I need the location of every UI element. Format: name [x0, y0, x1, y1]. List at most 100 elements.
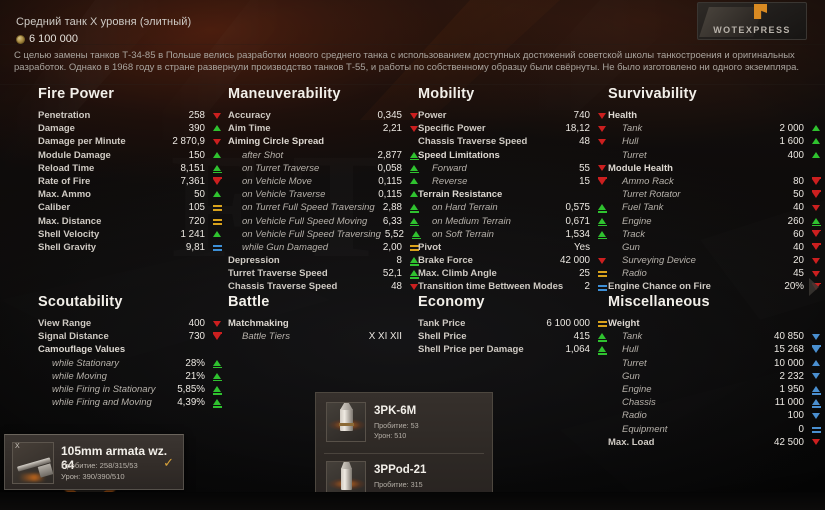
trend-indicator-down — [597, 254, 608, 267]
shell-name: 3PK-6M — [374, 405, 417, 417]
stat-label: Module Health — [608, 162, 673, 174]
stat-row: Max. Ammo 50 — [38, 188, 223, 201]
stat-value: 2 232 — [779, 370, 804, 382]
stat-label: Tank — [622, 123, 643, 135]
stat-label: Turret — [622, 149, 647, 161]
gun-penetration: Пробитие: 258/315/53 — [61, 461, 138, 470]
stat-label: while Stationary — [52, 357, 120, 369]
stat-label: on Turret Full Speed Traversing — [242, 202, 375, 214]
stat-label: on Turret Traverse — [242, 162, 320, 174]
trend-indicator-upline — [811, 215, 822, 228]
stat-value: 50 — [194, 189, 205, 201]
section-battle: Battle Matchmaking Battle Tiers X XI XII — [228, 294, 420, 343]
trend-indicator-upline — [409, 149, 420, 162]
gun-equipped-check-icon: ✓ — [163, 455, 174, 470]
stat-value: 25 — [579, 268, 590, 280]
stat-value: 105 — [188, 202, 205, 214]
shell-list-item[interactable]: 3PK-6M Пробитие: 53 Урон: 510 — [316, 395, 494, 451]
trend-indicator-down — [811, 370, 822, 383]
trend-indicator-upline — [212, 383, 223, 396]
stat-label: Surveying Device — [622, 255, 696, 267]
tank-price-value: 6 100 000 — [29, 33, 78, 45]
stat-value: 150 — [188, 149, 205, 161]
stat-value: 1 600 — [779, 136, 804, 148]
stat-label: Fuel Tank — [622, 202, 664, 214]
next-page-arrow-icon[interactable] — [809, 278, 819, 296]
stat-rows: View Range 400 Signal Distance 730 Camouflag… — [38, 317, 223, 409]
stat-label: while Gun Damaged — [242, 241, 329, 253]
stat-value: 0,671 — [565, 215, 590, 227]
trend-indicator-upline — [597, 343, 608, 356]
trend-indicator-none — [597, 149, 608, 162]
section-scoutability: Scoutability View Range 400 Signal Distance… — [38, 294, 223, 409]
header: Средний танк X уровня (элитный) 6 100 00… — [0, 0, 825, 45]
stat-value: 7,361 — [180, 175, 205, 187]
stat-value: 45 — [793, 268, 804, 280]
stat-value: 15 — [579, 175, 590, 187]
stat-value: 0 — [798, 423, 804, 435]
trend-indicator-eq — [811, 423, 822, 436]
trend-indicator-eq — [212, 201, 223, 214]
stat-label: Brake Force — [418, 255, 473, 267]
trend-indicator-down — [811, 267, 822, 280]
stats-area: Fire Power Penetration 258 Damage 390 Damage … — [0, 86, 825, 449]
stat-value: 55 — [579, 162, 590, 174]
trend-indicator-down — [409, 281, 420, 294]
trend-indicator-eq — [212, 241, 223, 254]
stat-value: 5,52 — [384, 228, 404, 240]
shell-penetration: Пробитие: 315 — [374, 480, 423, 489]
stat-row: Rate of Fire 7,361 — [38, 175, 223, 188]
stat-label: Speed Limitations — [418, 149, 500, 161]
section-miscellaneous: Miscellaneous Weight Tank 40 850 Hull 15 268 T… — [608, 294, 822, 449]
stat-value: 2,88 — [382, 202, 402, 214]
stat-row: while Moving 21% — [38, 370, 223, 383]
trend-indicator-down — [811, 254, 822, 267]
trend-indicator-up — [212, 122, 223, 135]
stat-label: Shell Price per Damage — [418, 344, 524, 356]
trend-indicator-downline — [811, 175, 822, 188]
stat-label: on Hard Terrain — [432, 202, 498, 214]
stat-value: 48 — [579, 136, 590, 148]
stat-value: 20% — [784, 281, 804, 293]
stat-label: Damage — [38, 123, 75, 135]
trend-indicator-downline — [811, 188, 822, 201]
stat-label: Engine — [622, 383, 652, 395]
stat-label: Signal Distance — [38, 331, 109, 343]
stat-row: Shell Price per Damage 1,064 — [418, 343, 608, 356]
stat-label: Track — [622, 228, 646, 240]
stat-row: Module Damage 150 — [38, 149, 223, 162]
stat-label: while Firing in Stationary — [52, 383, 156, 395]
trend-indicator-up — [811, 149, 822, 162]
trend-indicator-up — [811, 122, 822, 135]
gun-tooltip[interactable]: X 105mm armata wz. 64 Пробитие: 258/315/… — [4, 434, 184, 490]
stat-value: 730 — [188, 331, 205, 343]
stat-label: Weight — [608, 318, 640, 329]
stat-label: Max. Climb Angle — [418, 268, 497, 280]
stat-row: Equipment 0 — [608, 423, 822, 436]
stat-value: 0,058 — [377, 162, 402, 174]
stat-label: Power — [418, 110, 447, 121]
stat-row: Health — [608, 109, 822, 122]
shell-tooltip[interactable]: 3PK-6M Пробитие: 53 Урон: 510 3PPod-21 П… — [315, 392, 493, 510]
stat-row: Aiming Circle Spread — [228, 135, 420, 148]
stat-row: Radio 45 — [608, 267, 822, 280]
trend-indicator-up — [409, 188, 420, 201]
stat-value: 8 — [396, 255, 402, 267]
trend-indicator-up — [212, 149, 223, 162]
stat-label: on Medium Terrain — [432, 215, 511, 227]
stat-row: Surveying Device 20 — [608, 254, 822, 267]
stat-rows: Power 740 Specific Power 18,12 Chassis Trave… — [418, 109, 608, 294]
stat-label: Reload Time — [38, 162, 95, 174]
stat-value: Yes — [574, 241, 590, 253]
stat-label: Health — [608, 110, 638, 121]
stat-value: 4,39% — [177, 397, 205, 409]
shell-tip-shape — [341, 462, 352, 469]
stat-row: Max. Climb Angle 25 — [418, 267, 608, 280]
stat-label: Chassis Traverse Speed — [418, 136, 528, 148]
trend-indicator-down — [409, 122, 420, 135]
stat-row: Gun 40 — [608, 241, 822, 254]
stat-value: 400 — [787, 149, 804, 161]
stat-row: on Turret Traverse 0,058 — [228, 162, 420, 175]
stat-label: Max. Load — [608, 436, 655, 448]
stat-row: Brake Force 42 000 — [418, 254, 608, 267]
